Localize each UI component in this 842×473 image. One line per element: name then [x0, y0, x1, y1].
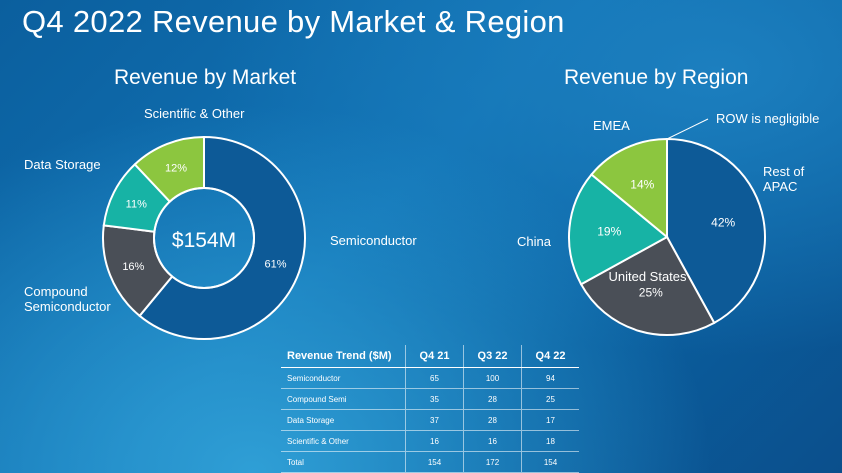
- table-cell: 65: [405, 367, 464, 389]
- table-cell: Total: [281, 451, 406, 473]
- table-cell: 154: [521, 451, 579, 473]
- table-header: Q3 22: [463, 345, 522, 368]
- table-cell: 100: [463, 367, 522, 389]
- data-label-emea: 14%: [630, 178, 654, 192]
- slice-china: [568, 173, 669, 286]
- table-cell: Scientific & Other: [281, 430, 406, 452]
- table-cell: 16: [405, 430, 464, 452]
- table-cell: 17: [521, 409, 579, 431]
- market-chart-title: Revenue by Market: [114, 66, 297, 89]
- table-cell: 25: [521, 388, 579, 410]
- category-label-united-states: United States: [608, 269, 687, 284]
- legend-label-data-storage: Data Storage: [24, 157, 101, 172]
- slice-united-states: [579, 235, 716, 336]
- region-chart-title: Revenue by Region: [564, 66, 749, 89]
- table-cell: 172: [463, 451, 522, 473]
- legend-label-emea: EMEA: [593, 118, 630, 133]
- table-cell: Data Storage: [281, 409, 406, 431]
- data-label-data-storage: 11%: [126, 198, 147, 210]
- table-cell: 28: [463, 409, 522, 431]
- legend-label-semiconductor: Semiconductor: [330, 233, 417, 248]
- slice-emea: [590, 137, 668, 240]
- legend-label-scientific-other: Scientific & Other: [144, 106, 245, 121]
- table-cell: 18: [521, 430, 579, 452]
- data-label-semiconductor: 61%: [264, 259, 286, 271]
- data-label-compound-semiconductor: 16%: [122, 261, 144, 273]
- donut-center-total: $154M: [172, 229, 236, 252]
- table-cell: Compound Semi: [281, 388, 406, 410]
- legend-label-china: China: [517, 234, 551, 249]
- table-row: Data Storage 37 28 17: [281, 409, 579, 431]
- table-cell: 16: [463, 430, 522, 452]
- data-label-rest-of-apac: 42%: [711, 216, 735, 230]
- table-row: Semiconductor 65 100 94: [281, 367, 579, 389]
- table-row: Scientific & Other 16 16 18: [281, 430, 579, 452]
- table-header: Q4 22: [521, 345, 579, 368]
- slice-rest-of-apac: [666, 137, 766, 325]
- table-cell: 35: [405, 388, 464, 410]
- slide-title: Q4 2022 Revenue by Market & Region: [22, 4, 565, 39]
- data-label-united-states: 25%: [639, 286, 663, 300]
- data-label-scientific-other: 12%: [165, 162, 187, 174]
- legend-label-compound-semiconductor: Compound Semiconductor: [24, 284, 111, 314]
- revenue-trend-table: Revenue Trend ($M) Q4 21 Q3 22 Q4 22 Sem…: [281, 345, 579, 473]
- annotation-leader-line: [666, 118, 709, 140]
- table-cell: 37: [405, 409, 464, 431]
- table-header-row: Revenue Trend ($M) Q4 21 Q3 22 Q4 22: [281, 345, 579, 368]
- table-header: Q4 21: [405, 345, 464, 368]
- table-row: Compound Semi 35 28 25: [281, 388, 579, 410]
- table-cell: 154: [405, 451, 464, 473]
- legend-label-rest-of-apac: Rest of APAC: [763, 164, 805, 194]
- table-header: Revenue Trend ($M): [281, 345, 406, 368]
- table-row: Total 154 172 154: [281, 451, 579, 473]
- annotation-row-negligible: ROW is negligible: [716, 111, 820, 126]
- data-label-china: 19%: [597, 225, 621, 239]
- donut-hole-outline: [153, 187, 255, 289]
- table-cell: Semiconductor: [281, 367, 406, 389]
- table-cell: 28: [463, 388, 522, 410]
- table-cell: 94: [521, 367, 579, 389]
